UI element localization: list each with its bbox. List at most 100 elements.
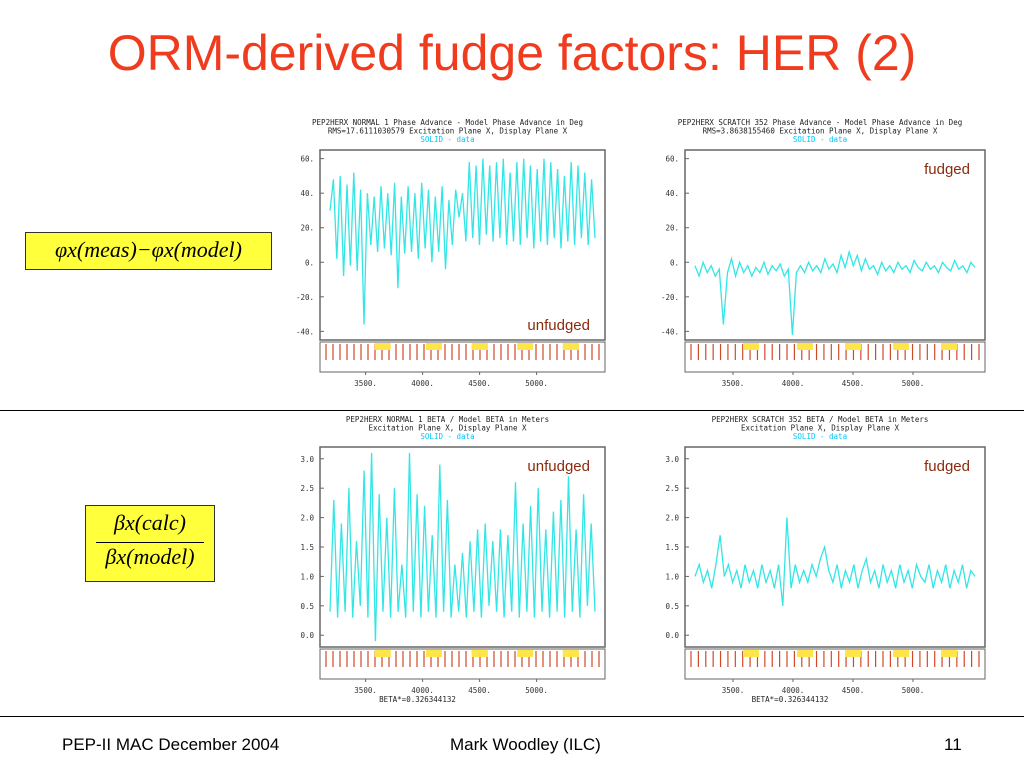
annotation-text: unfudged xyxy=(527,458,590,475)
annotation-text: unfudged xyxy=(527,317,590,334)
element-highlight xyxy=(517,650,534,657)
x-tick-label: 4500. xyxy=(468,686,491,695)
y-tick-label: 2.0 xyxy=(300,514,314,523)
phase-difference-equation: φx(meas)−φx(model) xyxy=(25,232,272,270)
x-tick-label: 3500. xyxy=(722,686,745,695)
element-highlight xyxy=(941,343,957,350)
x-tick-label: 4500. xyxy=(468,379,491,388)
y-tick-label: 2.5 xyxy=(300,484,314,493)
element-highlight xyxy=(471,343,488,350)
x-tick-label: 4500. xyxy=(842,379,865,388)
element-highlight xyxy=(743,343,759,350)
element-highlight xyxy=(893,650,909,657)
chart-header-line: RMS=3.8638155460 Excitation Plane X, Dis… xyxy=(703,127,938,136)
plot-beta-unfudged: PEP2HERX NORMAL 1 BETA / Model BETA in M… xyxy=(275,412,620,712)
x-tick-label: 4000. xyxy=(782,379,805,388)
x-tick-label: 5000. xyxy=(902,686,925,695)
y-tick-label: 2.5 xyxy=(665,484,679,493)
x-tick-label: 3500. xyxy=(354,686,377,695)
y-tick-label: -40. xyxy=(661,327,679,336)
element-highlight xyxy=(426,343,442,350)
y-tick-label: 1.5 xyxy=(300,543,314,552)
chart-header-line: PEP2HERX SCRATCH 352 BETA / Model BETA i… xyxy=(712,415,929,424)
data-series-line xyxy=(694,517,976,606)
y-tick-label: -40. xyxy=(296,327,314,336)
element-highlight xyxy=(374,343,391,350)
plot-beta-fudged: PEP2HERX SCRATCH 352 BETA / Model BETA i… xyxy=(640,412,1000,712)
chart-header-line: Excitation Plane X, Display Plane X xyxy=(368,424,527,433)
beta-star-label: BETA*=0.326344132 xyxy=(379,695,456,704)
y-tick-label: 0. xyxy=(305,258,314,267)
chart-legend: SOLID - data xyxy=(420,432,474,441)
x-tick-label: 4500. xyxy=(842,686,865,695)
element-strip xyxy=(684,648,986,680)
chart-header-line: PEP2HERX NORMAL 1 Phase Advance - Model … xyxy=(312,118,583,127)
plot-frame xyxy=(684,149,986,341)
x-tick-label: 3500. xyxy=(722,379,745,388)
data-series-line xyxy=(329,452,596,642)
footer-center: Mark Woodley (ILC) xyxy=(450,735,601,754)
y-tick-label: 60. xyxy=(665,155,679,164)
y-tick-label: 0. xyxy=(670,258,679,267)
x-tick-label: 4000. xyxy=(782,686,805,695)
x-tick-label: 4000. xyxy=(411,686,434,695)
beta-star-label: BETA*=0.326344132 xyxy=(752,695,829,704)
y-tick-label: 40. xyxy=(300,189,314,198)
element-highlight xyxy=(941,650,957,657)
element-strip xyxy=(319,341,606,373)
footer-left: PEP-II MAC December 2004 xyxy=(62,735,280,754)
x-tick-label: 5000. xyxy=(902,379,925,388)
beta-ratio-denominator: βx(model) xyxy=(105,544,195,569)
chart-header-line: RMS=17.6111030579 Excitation Plane X, Di… xyxy=(328,127,568,136)
element-highlight xyxy=(374,650,391,657)
chart-header-line: PEP2HERX NORMAL 1 BETA / Model BETA in M… xyxy=(346,415,549,424)
x-tick-label: 3500. xyxy=(354,379,377,388)
y-tick-label: 3.0 xyxy=(665,455,679,464)
y-tick-label: 40. xyxy=(665,189,679,198)
element-highlight xyxy=(562,650,579,657)
chart-legend: SOLID - data xyxy=(793,432,847,441)
divider-line xyxy=(0,410,1024,411)
chart-header-line: Excitation Plane X, Display Plane X xyxy=(741,424,900,433)
x-tick-label: 4000. xyxy=(411,379,434,388)
data-series-line xyxy=(694,249,976,335)
footer-divider xyxy=(0,716,1024,717)
y-tick-label: 3.0 xyxy=(300,455,314,464)
element-highlight xyxy=(743,650,759,657)
chart-legend: SOLID - data xyxy=(420,135,474,144)
element-highlight xyxy=(471,650,488,657)
element-highlight xyxy=(797,650,813,657)
y-tick-label: 2.0 xyxy=(665,514,679,523)
y-tick-label: 20. xyxy=(665,224,679,233)
x-tick-label: 5000. xyxy=(525,686,548,695)
element-highlight xyxy=(562,343,579,350)
element-highlight xyxy=(893,343,909,350)
beta-ratio-equation: βx(calc) βx(model) xyxy=(85,505,215,582)
annotation-text: fudged xyxy=(924,458,970,475)
data-series-line xyxy=(329,158,596,325)
y-tick-label: 20. xyxy=(300,224,314,233)
x-tick-label: 5000. xyxy=(525,379,548,388)
y-tick-label: 0.0 xyxy=(300,631,314,640)
y-tick-label: -20. xyxy=(296,293,314,302)
element-highlight xyxy=(517,343,534,350)
footer-page-number: 11 xyxy=(944,735,962,754)
element-highlight xyxy=(797,343,813,350)
fraction-bar xyxy=(96,542,204,543)
slide-title: ORM-derived fudge factors: HER (2) xyxy=(107,25,917,81)
plot-frame xyxy=(684,446,986,648)
element-strip xyxy=(684,341,986,373)
plot-phase-fudged: PEP2HERX SCRATCH 352 Phase Advance - Mod… xyxy=(640,115,1000,405)
y-tick-label: 0.0 xyxy=(665,631,679,640)
element-highlight xyxy=(426,650,442,657)
chart-legend: SOLID - data xyxy=(793,135,847,144)
plot-phase-unfudged: PEP2HERX NORMAL 1 Phase Advance - Model … xyxy=(275,115,620,405)
y-tick-label: 0.5 xyxy=(300,602,314,611)
plot-frame xyxy=(319,149,606,341)
y-tick-label: 1.0 xyxy=(665,572,679,581)
y-tick-label: 60. xyxy=(300,155,314,164)
element-highlight xyxy=(845,343,861,350)
chart-header-line: PEP2HERX SCRATCH 352 Phase Advance - Mod… xyxy=(678,118,962,127)
element-highlight xyxy=(845,650,861,657)
element-strip xyxy=(319,648,606,680)
